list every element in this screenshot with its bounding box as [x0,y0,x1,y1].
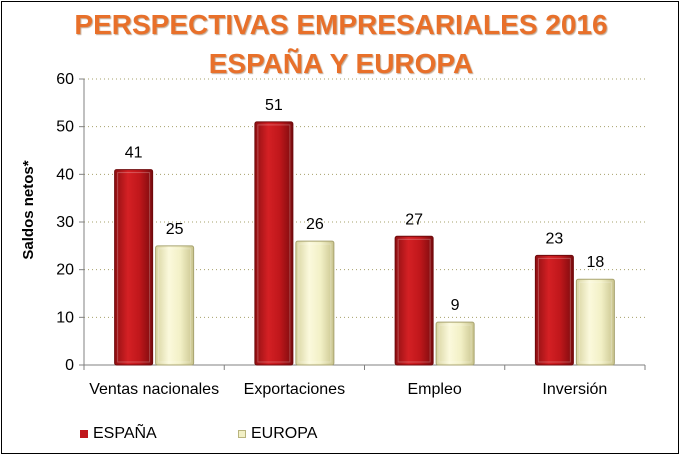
chart-title-line-1: PERSPECTIVAS EMPRESARIALES 2016 [74,9,608,40]
y-tick-label: 30 [56,214,74,231]
bar-espana [114,169,154,366]
y-tick-label: 50 [56,119,74,136]
bar-espana [394,235,434,366]
bars [114,121,615,366]
chart-title-line-2: ESPAÑA Y EUROPA [208,48,474,79]
y-tick-label: 20 [56,262,74,279]
data-label-europa: 9 [451,297,460,314]
labels: 0 10 20 30 40 50 60 41 25 Ventas nacionales 51 26 Ex… [56,71,607,398]
bar-bevel [158,248,192,363]
legend-item-espana: ESPAÑA [80,425,157,443]
x-tick-label: Empleo [408,381,462,398]
data-label-europa: 18 [586,254,604,271]
legend-swatch-espana [80,430,88,438]
bar-bevel [298,243,332,363]
bar-bevel [537,257,571,363]
legend-label-espana: ESPAÑA [93,425,157,442]
data-label-espana: 51 [265,97,283,114]
gridlines [84,78,645,318]
legend-swatch-europa [238,430,246,438]
data-label-espana: 23 [545,230,563,247]
data-label-europa: 25 [166,221,184,238]
bar-europa [295,240,335,366]
bar-europa [155,245,195,366]
legend-item-europa: EUROPA [238,425,317,443]
bar-europa [435,321,475,366]
x-tick-label: Ventas nacionales [89,381,219,398]
y-tick-label: 0 [65,357,74,374]
bar-bevel [257,124,291,363]
data-label-espana: 41 [125,145,143,162]
bar-bevel [397,238,431,363]
data-label-espana: 27 [405,211,423,228]
y-axis-label: Saldos netos* [20,160,37,259]
bar-bevel [578,281,612,363]
legend-label-europa: EUROPA [251,425,318,442]
y-tick-label: 40 [56,166,74,183]
x-tick-label: Inversión [542,381,607,398]
x-tick-label: Exportaciones [244,381,345,398]
bar-espana [254,121,294,366]
bar-bevel [117,172,151,363]
bar-europa [575,278,615,366]
data-label-europa: 26 [306,216,324,233]
y-tick-label: 10 [56,309,74,326]
bar-bevel [438,324,472,363]
bar-espana [534,254,574,366]
y-tick-label: 60 [56,71,74,88]
